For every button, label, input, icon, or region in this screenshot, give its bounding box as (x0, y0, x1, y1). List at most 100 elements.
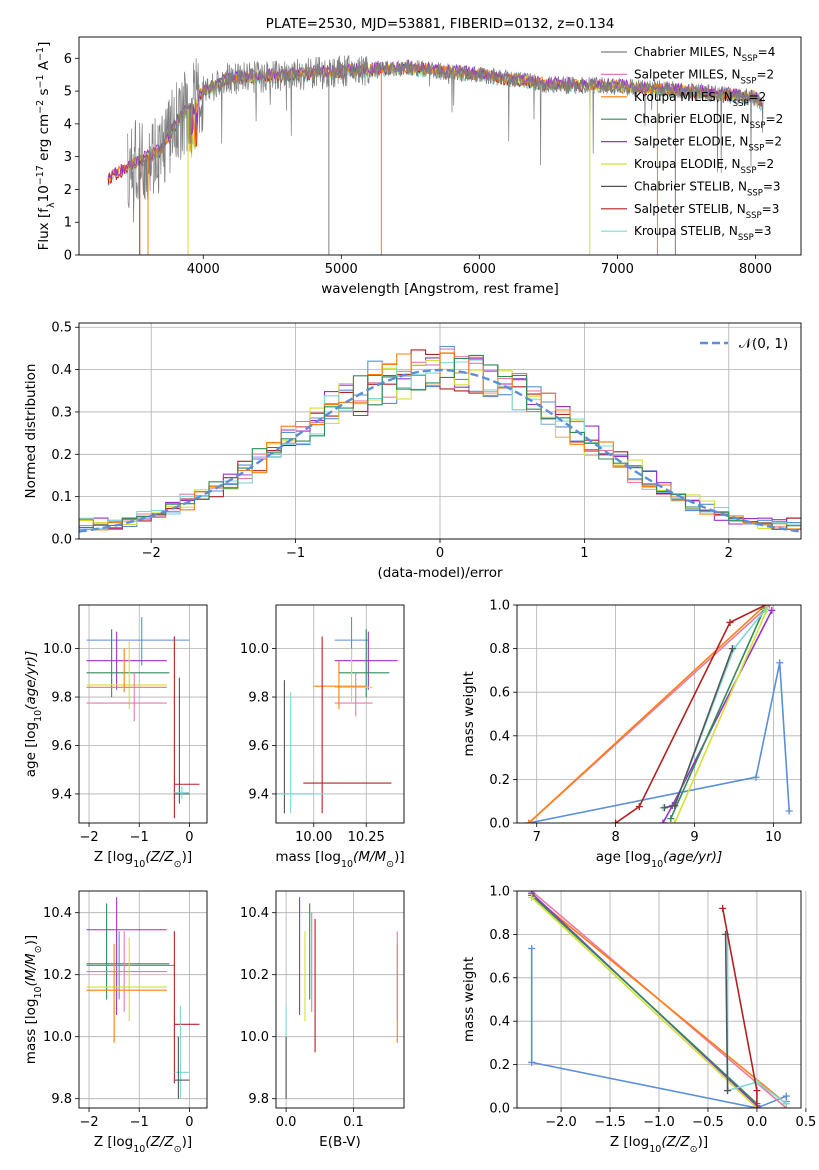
y-tick-label: 10.0 (240, 642, 269, 657)
weight-series-marker (752, 773, 760, 781)
y-tick-label: 10.0 (43, 642, 72, 657)
weight-series-marker (525, 819, 533, 823)
x-tick-label: 0.0 (747, 1115, 768, 1130)
x-tick-label: 9 (690, 830, 698, 845)
y-tick-label: 0.0 (51, 533, 72, 548)
series-group (528, 891, 790, 1108)
weight-series-line (615, 605, 766, 823)
x-axis-label: E(B-V) (319, 1134, 361, 1150)
y-tick-label: 4 (64, 117, 72, 132)
y-tick-label: 10.2 (240, 968, 269, 983)
x-tick-label: 8 (611, 830, 619, 845)
legend-entry: Salpeter MILES, NSSP=2 (634, 67, 774, 86)
y-tick-label: 0.2 (489, 773, 510, 788)
x-tick-label: −1 (286, 546, 305, 561)
y-tick-label: 0.3 (51, 405, 72, 420)
y-tick-label: 0.1 (51, 490, 72, 505)
spectrum-group (107, 55, 764, 255)
x-tick-label: 7000 (601, 262, 634, 277)
x-tick-label: −1 (130, 1115, 149, 1130)
x-tick-label: 0 (185, 1115, 193, 1130)
y-tick-label: 0.6 (489, 686, 510, 701)
x-tick-label: 0 (436, 546, 444, 561)
x-axis-label: (data-model)/error (377, 565, 503, 581)
x-axis-label: mass [log10(M/M⊙)] (275, 849, 404, 870)
x-tick-label: 2 (725, 546, 733, 561)
y-tick-label: 9.8 (51, 691, 72, 706)
errorbar-point (86, 931, 167, 1012)
y-tick-label: 5 (64, 85, 72, 100)
y-tick-label: 0.2 (489, 1058, 510, 1073)
y-tick-label: 0.2 (51, 448, 72, 463)
x-tick-label: 6000 (463, 262, 496, 277)
y-tick-label: 10.4 (43, 906, 72, 921)
plot-frame (78, 604, 208, 824)
y-tick-label: 0.4 (51, 363, 72, 378)
y-tick-label: 6 (64, 52, 72, 67)
errorbar-point (173, 636, 200, 819)
weight-series-line (662, 610, 773, 823)
weight-series-marker (753, 1087, 761, 1095)
y-tick-label: 1.0 (489, 599, 510, 614)
errorbar-point (276, 692, 325, 814)
y-tick-label: 10.0 (240, 1030, 269, 1045)
y-tick-label: 0.4 (489, 1015, 510, 1030)
legend-entry: Kroupa MILES, NSSP=2 (634, 90, 766, 109)
weight-series-line (670, 609, 765, 819)
weight-series-marker (667, 815, 675, 823)
x-tick-label: 0.0 (276, 1115, 297, 1130)
errorbar-point (86, 648, 167, 693)
weight-series-marker (671, 802, 679, 810)
errorbar-point (174, 1036, 190, 1099)
x-axis-label: Z [log10(Z/Z⊙)] (94, 1134, 192, 1155)
errorbar-point (173, 931, 200, 1084)
errorbar-point (86, 672, 167, 722)
y-tick-label: 10.0 (43, 1030, 72, 1045)
y-tick-label: 0.5 (51, 321, 72, 336)
y-axis-label: Normed distribution (23, 364, 39, 499)
plot-frame (275, 604, 405, 824)
weight-series-marker (635, 803, 643, 811)
errorbar-point (303, 636, 392, 814)
x-tick-label: 10.25 (348, 830, 385, 845)
y-tick-label: 10.2 (43, 968, 72, 983)
errorbar-group (285, 897, 398, 1099)
errorbar-point (86, 903, 170, 1000)
errorbar-point (86, 629, 170, 698)
errorbar-point (86, 617, 190, 666)
weight-series-marker (785, 807, 793, 815)
grid-layer (79, 323, 807, 1109)
x-tick-label: −2 (79, 1115, 98, 1130)
weight-series-marker (719, 904, 727, 912)
legend-entry: Kroupa STELIB, NSSP=3 (634, 224, 772, 243)
errorbar-group (276, 617, 398, 814)
weight-series-line (531, 894, 758, 1105)
errorbar-point (174, 1005, 190, 1099)
x-tick-label: 5000 (325, 262, 358, 277)
axes-layer (75, 36, 807, 1112)
weight-series-marker (671, 819, 679, 823)
plot-frame (275, 890, 405, 1109)
y-tick-label: 1 (64, 216, 72, 231)
errorbar-point (86, 943, 167, 1043)
y-tick-label: 9.6 (51, 739, 72, 754)
data-layer (79, 55, 801, 1108)
weight-series-marker (762, 605, 769, 613)
weight-series-line (724, 934, 729, 1091)
y-axis-label: age [log10(age/yr)] (23, 651, 44, 777)
x-axis-label: wavelength [Angstrom, rest frame] (321, 281, 559, 297)
y-axis-label: mass [log10(M/M⊙)] (23, 935, 44, 1064)
x-tick-label: 7 (533, 830, 541, 845)
x-tick-label: 10.00 (295, 830, 332, 845)
panel-title: PLATE=2530, MJD=53881, FIBERID=0132, z=0… (266, 16, 615, 32)
x-tick-label: −2.0 (545, 1115, 577, 1130)
x-tick-label: −2 (79, 830, 98, 845)
x-tick-label: 10 (765, 830, 782, 845)
errorbar-point (334, 648, 373, 702)
y-tick-label: 9.4 (248, 787, 269, 802)
plot-frame (516, 604, 802, 824)
y-axis-label: mass weight (461, 671, 477, 756)
y-tick-label: 9.8 (51, 1092, 72, 1107)
y-tick-label: 3 (64, 150, 72, 165)
weight-series-marker (724, 1087, 732, 1095)
